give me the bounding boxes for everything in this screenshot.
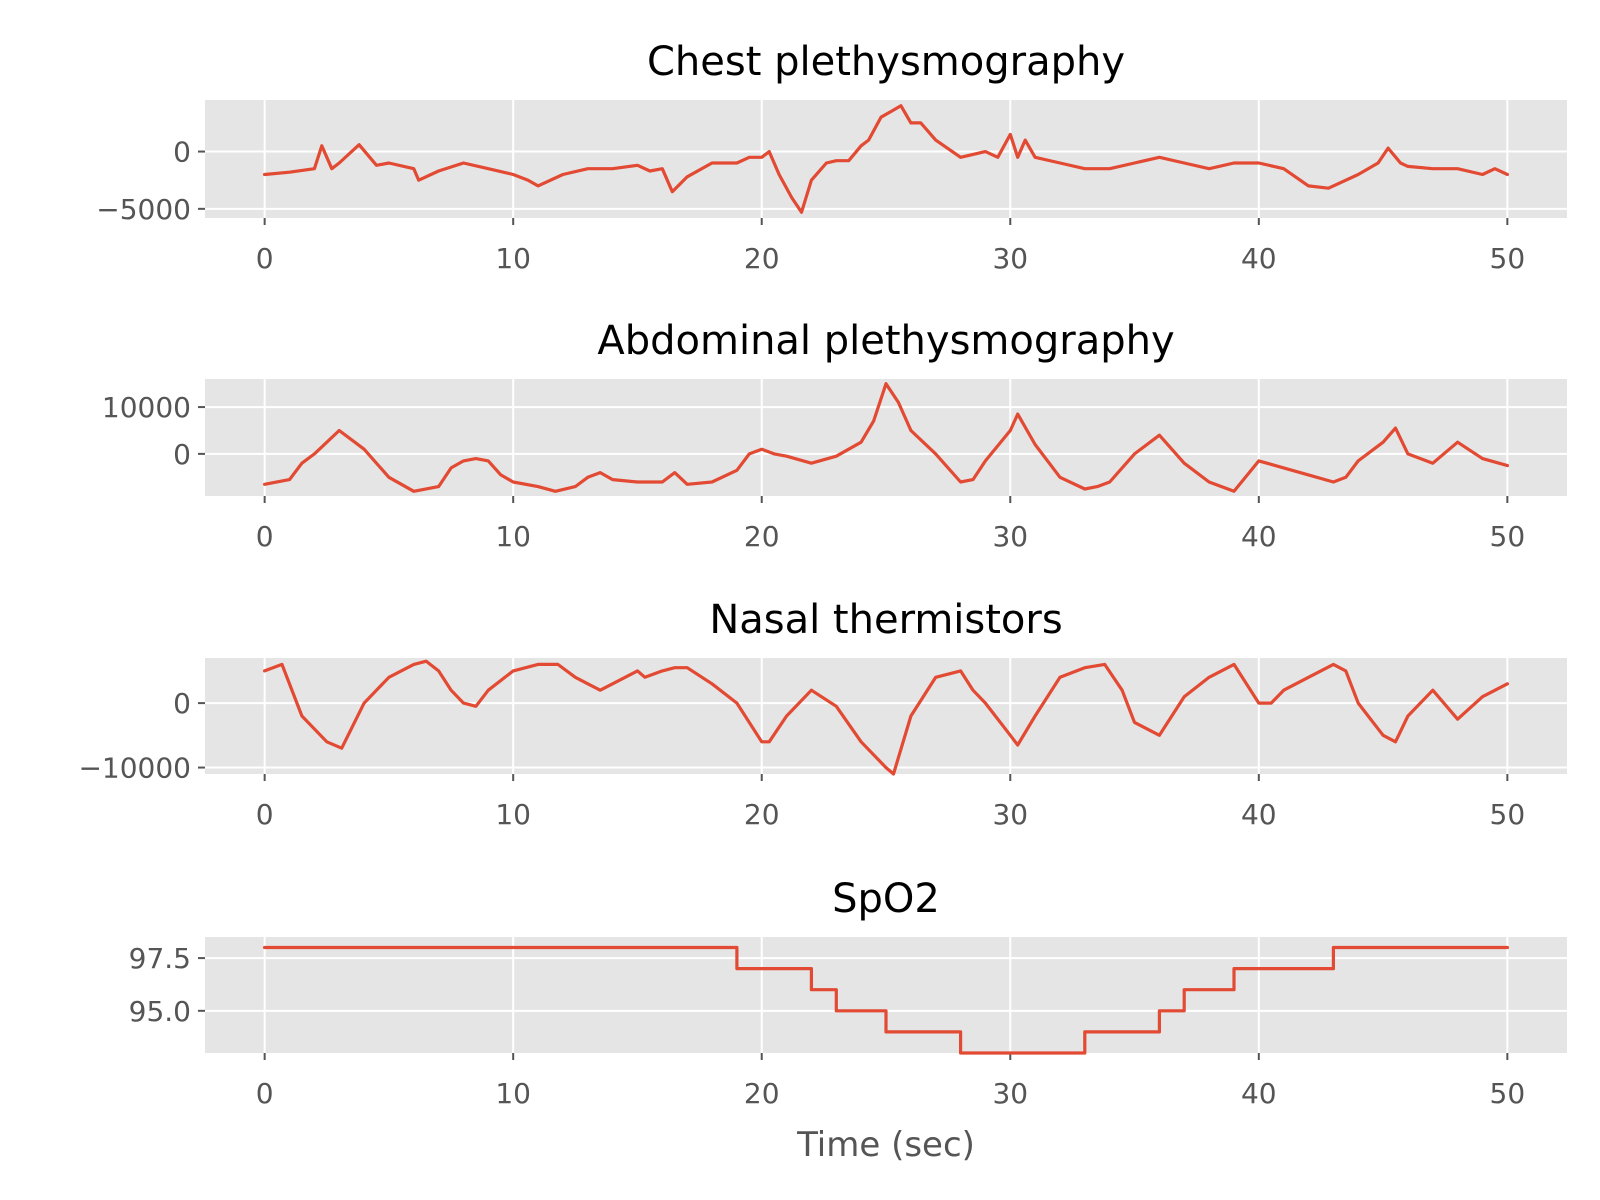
x-tick-label: 40	[1241, 520, 1277, 553]
subplot-3: 0 10 20 30 40 50 0 −10000 Nasal thermistors	[78, 597, 1567, 831]
subplot-title: SpO2	[832, 876, 940, 922]
x-tick-label: 50	[1490, 242, 1526, 275]
x-tick-label: 40	[1241, 798, 1277, 831]
x-tick-label: 30	[992, 1077, 1028, 1110]
plot-area	[205, 379, 1567, 496]
series-line	[263, 382, 1510, 493]
plot-area	[205, 658, 1567, 774]
x-tick-label: 30	[992, 520, 1028, 553]
x-tick-label: 0	[256, 1077, 274, 1110]
y-tick-label: 0	[173, 438, 191, 471]
subplot-4: 0 10 20 30 40 50 97.5 95.0 SpO2	[129, 876, 1567, 1110]
x-tick-label: 50	[1490, 1077, 1526, 1110]
x-axis-label: Time (sec)	[796, 1125, 975, 1165]
subplot-title: Nasal thermistors	[709, 597, 1062, 643]
y-tick-label: 97.5	[129, 942, 191, 975]
y-tick-label: 0	[173, 136, 191, 169]
subplot-1: 0 10 20 30 40 50 0 −5000 Chest plethysmography	[96, 39, 1567, 275]
x-tick-label: 10	[495, 1077, 531, 1110]
subplot-2: 0 10 20 30 40 50 10000 0 Abdominal plethysmograp…	[102, 318, 1567, 553]
x-tick-label: 10	[495, 242, 531, 275]
x-tick-label: 20	[744, 520, 780, 553]
y-tick-label: 95.0	[129, 995, 191, 1028]
y-tick-label: −10000	[78, 752, 191, 785]
y-tick-label: 10000	[102, 391, 191, 424]
x-tick-label: 10	[495, 520, 531, 553]
x-tick-label: 0	[256, 242, 274, 275]
x-tick-label: 10	[495, 798, 531, 831]
x-tick-label: 0	[256, 520, 274, 553]
x-tick-label: 40	[1241, 242, 1277, 275]
x-tick-label: 20	[744, 798, 780, 831]
x-tick-label: 0	[256, 798, 274, 831]
x-tick-label: 50	[1490, 520, 1526, 553]
plot-area	[205, 100, 1567, 218]
x-tick-label: 30	[992, 798, 1028, 831]
plot-area	[205, 937, 1567, 1053]
x-tick-label: 30	[992, 242, 1028, 275]
series-line	[263, 945, 1510, 1055]
subplot-title: Abdominal plethysmography	[597, 318, 1174, 364]
y-tick-label: −5000	[96, 193, 191, 226]
series-line	[263, 104, 1510, 214]
x-tick-label: 20	[744, 242, 780, 275]
subplot-title: Chest plethysmography	[647, 39, 1125, 85]
x-tick-label: 40	[1241, 1077, 1277, 1110]
x-tick-label: 50	[1490, 798, 1526, 831]
x-tick-label: 20	[744, 1077, 780, 1110]
y-tick-label: 0	[173, 687, 191, 720]
series-line	[263, 659, 1510, 776]
